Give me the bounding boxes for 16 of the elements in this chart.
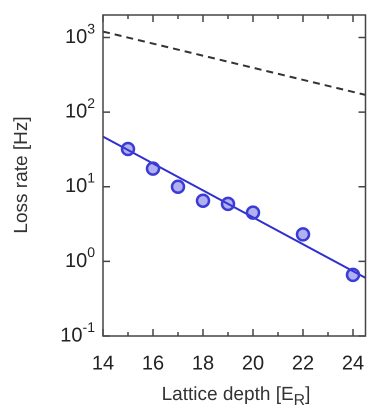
x-tick-label: 20 (242, 352, 264, 375)
point (220, 196, 236, 212)
x-tick-label: 14 (92, 352, 114, 375)
point (346, 268, 360, 282)
point (246, 205, 260, 220)
x-tick-label: 22 (292, 352, 314, 375)
y-axis-title: Loss rate [Hz] (11, 116, 33, 234)
x-tick-label: 16 (142, 352, 164, 375)
point (296, 227, 310, 242)
point (120, 142, 136, 156)
x-axis-title: Lattice depth [E$_{R}$] (160, 384, 312, 410)
x-tick-label: 18 (192, 352, 214, 375)
point (196, 193, 210, 208)
point (170, 179, 186, 194)
point (146, 161, 160, 176)
x-tick-label: 24 (342, 352, 364, 375)
